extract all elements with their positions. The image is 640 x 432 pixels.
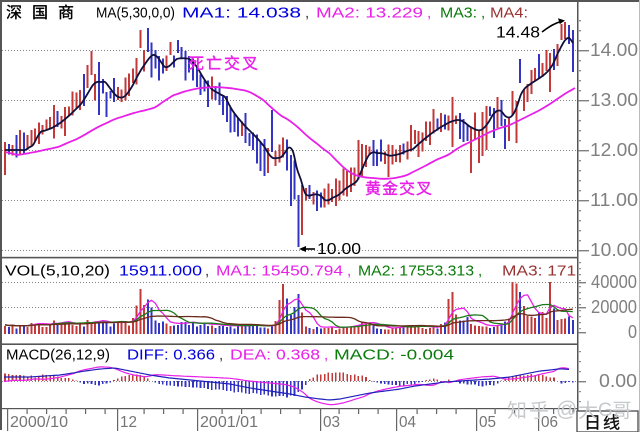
svg-text:0: 0 — [628, 322, 637, 342]
svg-text:12.00: 12.00 — [590, 140, 638, 160]
svg-text:,: , — [324, 347, 328, 364]
svg-text:,: , — [219, 347, 223, 364]
svg-text:MA(5,30,0,0): MA(5,30,0,0) — [96, 5, 175, 22]
svg-text:MACD(26,12,9): MACD(26,12,9) — [6, 347, 110, 364]
svg-text:MACD: -0.004: MACD: -0.004 — [334, 347, 454, 364]
svg-text:20000: 20000 — [591, 297, 637, 317]
svg-text:06: 06 — [541, 414, 558, 431]
svg-text:MA3: 17169.813: MA3: 17169.813 — [502, 263, 629, 280]
svg-text:05: 05 — [479, 414, 496, 431]
svg-text:0.00: 0.00 — [599, 371, 637, 391]
svg-text:10.00: 10.00 — [317, 241, 361, 258]
svg-text:MA3:: MA3: — [440, 5, 477, 22]
svg-text:G: G — [598, 400, 613, 421]
svg-text:MA4:: MA4: — [490, 5, 528, 22]
svg-text:10.00: 10.00 — [590, 240, 638, 260]
svg-text:14.00: 14.00 — [590, 40, 638, 60]
svg-text:11.00: 11.00 — [590, 190, 638, 210]
svg-text:03: 03 — [323, 414, 340, 431]
svg-text:,: , — [305, 5, 309, 22]
svg-text:DIFF: 0.366: DIFF: 0.366 — [127, 347, 215, 364]
svg-text:MA2: 13.229: MA2: 13.229 — [316, 5, 423, 22]
svg-text:2001/01: 2001/01 — [200, 414, 258, 431]
svg-text:MA1: 14.038: MA1: 14.038 — [182, 5, 301, 22]
svg-text:DEA: 0.368: DEA: 0.368 — [230, 347, 320, 364]
svg-text:15911.000: 15911.000 — [119, 263, 202, 280]
svg-text:,: , — [205, 263, 209, 280]
svg-text:,: , — [347, 263, 351, 280]
svg-text:,: , — [427, 5, 431, 22]
svg-text:40000: 40000 — [591, 272, 637, 292]
svg-text:@: @ — [556, 398, 577, 421]
svg-text:12: 12 — [120, 414, 137, 431]
svg-text:MA2: 17553.313: MA2: 17553.313 — [358, 263, 474, 280]
svg-text:,: , — [478, 263, 482, 280]
svg-text:04: 04 — [399, 414, 416, 431]
svg-text:13.00: 13.00 — [590, 90, 638, 110]
svg-text:VOL(5,10,20): VOL(5,10,20) — [5, 263, 110, 280]
svg-text:14.48: 14.48 — [496, 25, 540, 42]
svg-text:2000/10: 2000/10 — [10, 414, 68, 431]
svg-text:,: , — [481, 5, 485, 22]
svg-text:MA1: 15450.794: MA1: 15450.794 — [216, 263, 343, 280]
